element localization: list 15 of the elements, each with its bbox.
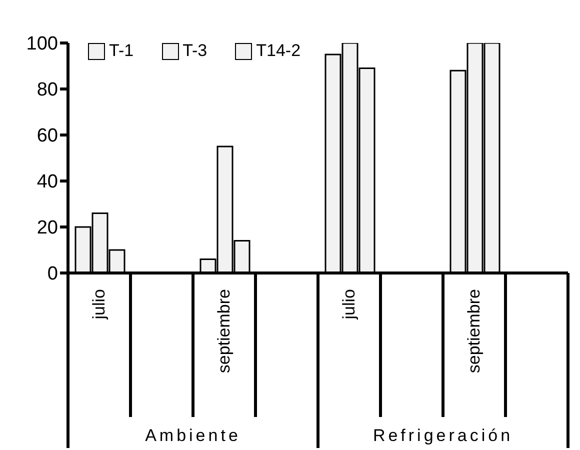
text: Ambiente [145, 426, 241, 445]
x-tick-label: julio [89, 289, 108, 320]
text: Refrigeración [372, 426, 514, 445]
x-tick-label: septiembre [464, 289, 484, 374]
legend-label: T-3 [182, 41, 208, 61]
y-tick-label: 60 [36, 126, 58, 147]
legend-label: T14-2 [255, 41, 301, 61]
y-tick-label: 80 [36, 80, 58, 101]
legend-label: T-1 [108, 41, 134, 61]
x-tick-label: septiembre [214, 289, 234, 374]
y-tick-label: 40 [36, 172, 58, 193]
y-tick-label: 0 [47, 264, 58, 285]
y-tick-label: 100 [26, 34, 58, 55]
x-tick-label: julio [339, 289, 358, 320]
y-tick-label: 20 [36, 218, 58, 239]
